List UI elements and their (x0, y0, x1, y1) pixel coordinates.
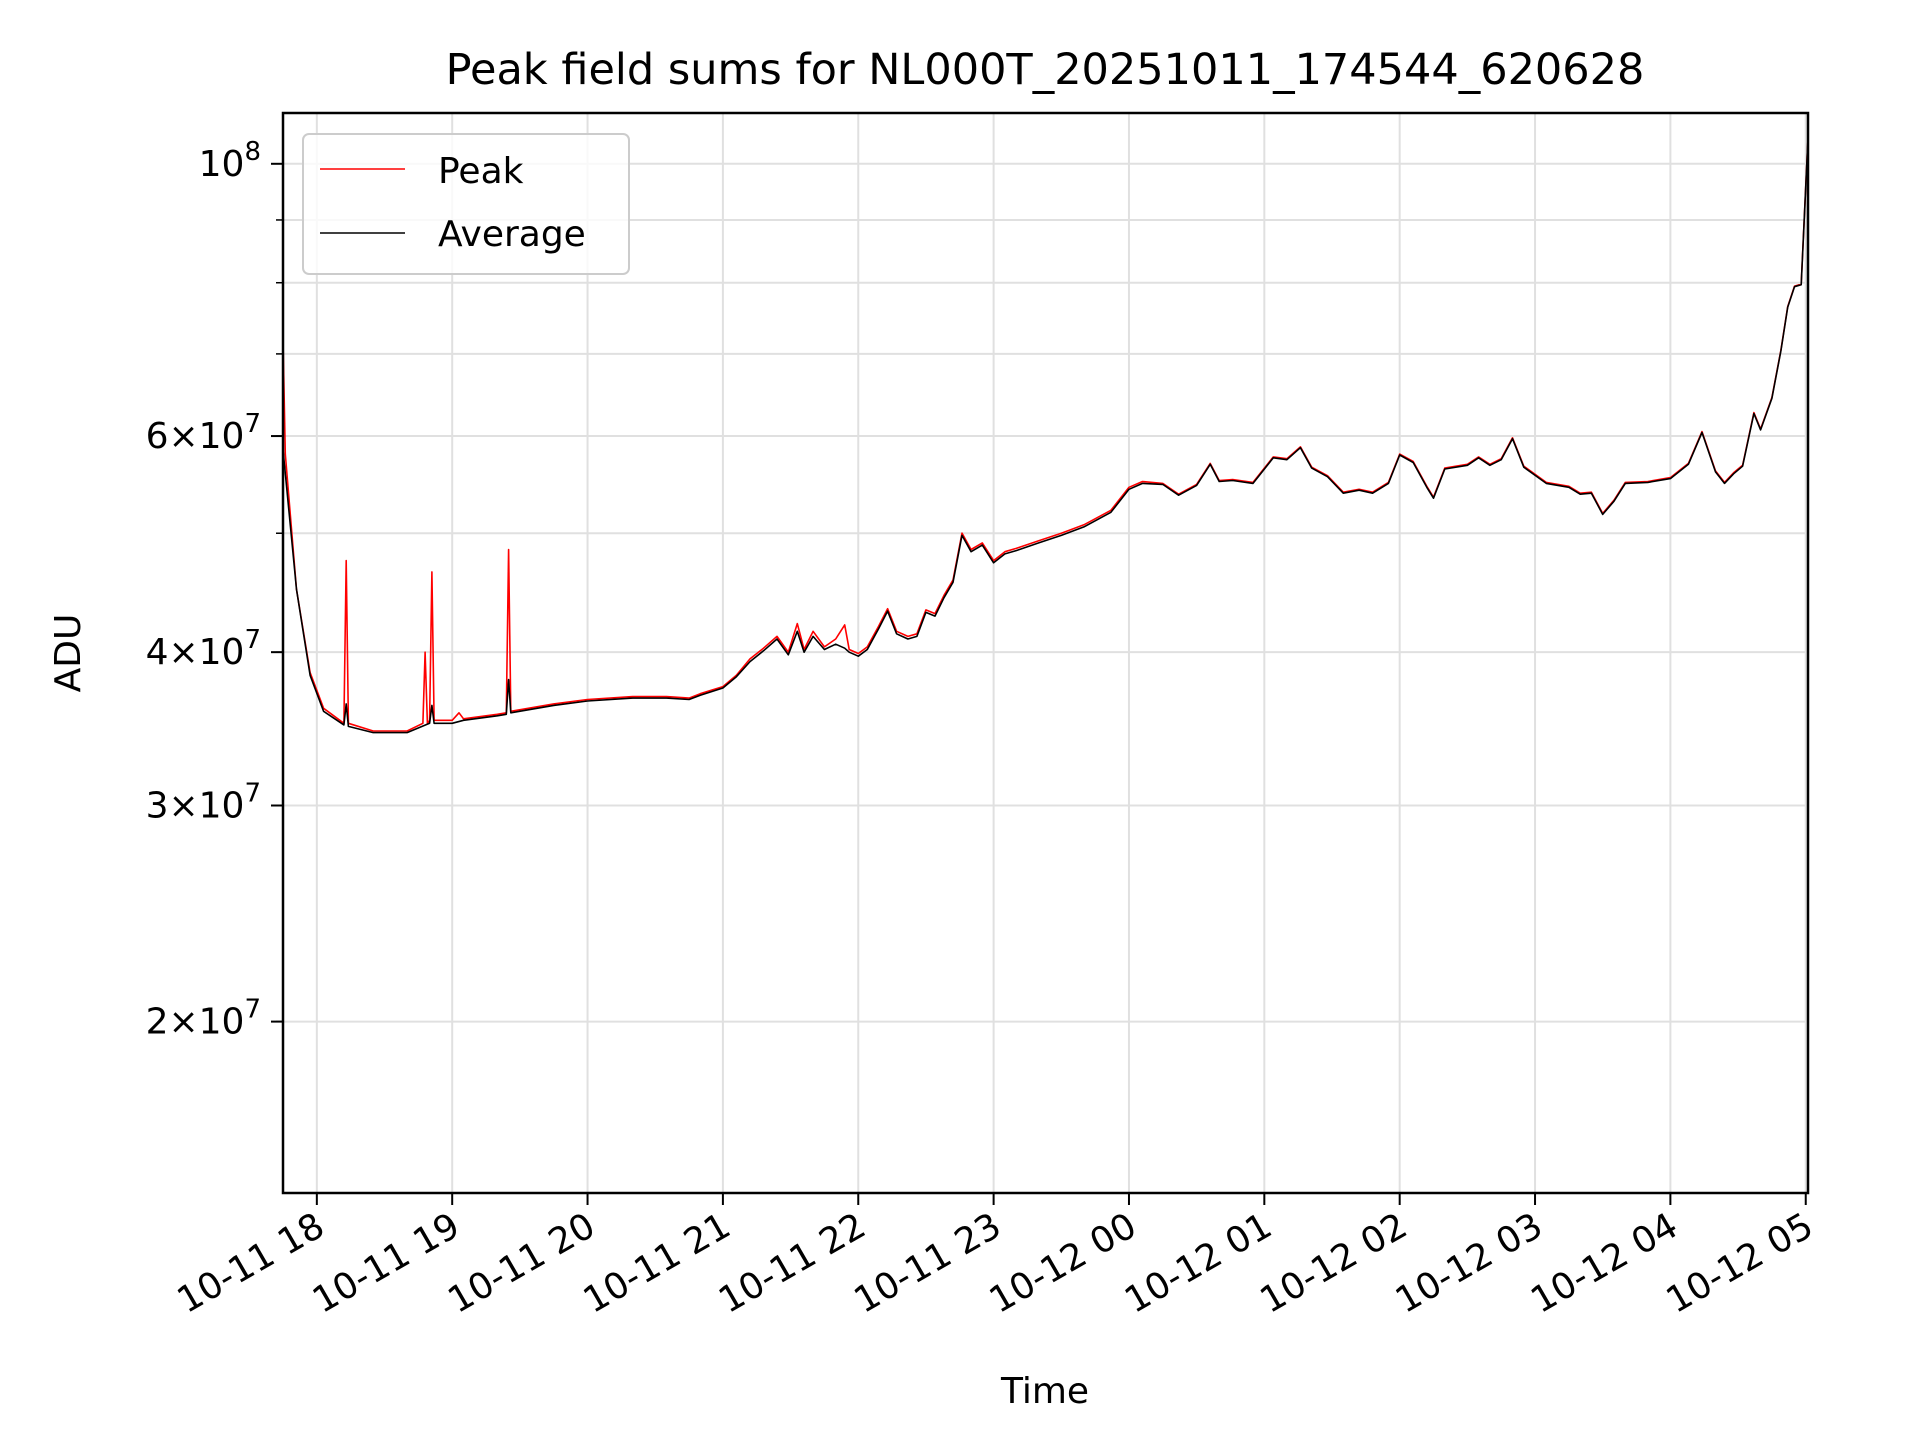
y-tick-label: 4×107 (146, 625, 261, 673)
x-axis-label: Time (1000, 1371, 1089, 1412)
legend-label-peak: Peak (438, 151, 524, 192)
y-axis-ticks: 2×107 3×107 4×107 6×107 108 (146, 137, 283, 1043)
y-tick-label: 6×107 (146, 409, 261, 457)
legend-label-average: Average (438, 214, 586, 255)
chart-title: Peak field sums for NL000T_20251011_1745… (446, 45, 1645, 95)
series-line-average (282, 137, 1809, 734)
legend: Peak Average (302, 133, 630, 275)
y-tick-label: 108 (199, 137, 261, 185)
y-tick-label: 3×107 (146, 778, 261, 826)
y-tick-label: 2×107 (146, 995, 261, 1043)
series-lines (282, 137, 1809, 734)
series-line-peak (282, 137, 1809, 732)
y-axis-label: ADU (48, 614, 89, 693)
grid-lines (283, 113, 1808, 1193)
